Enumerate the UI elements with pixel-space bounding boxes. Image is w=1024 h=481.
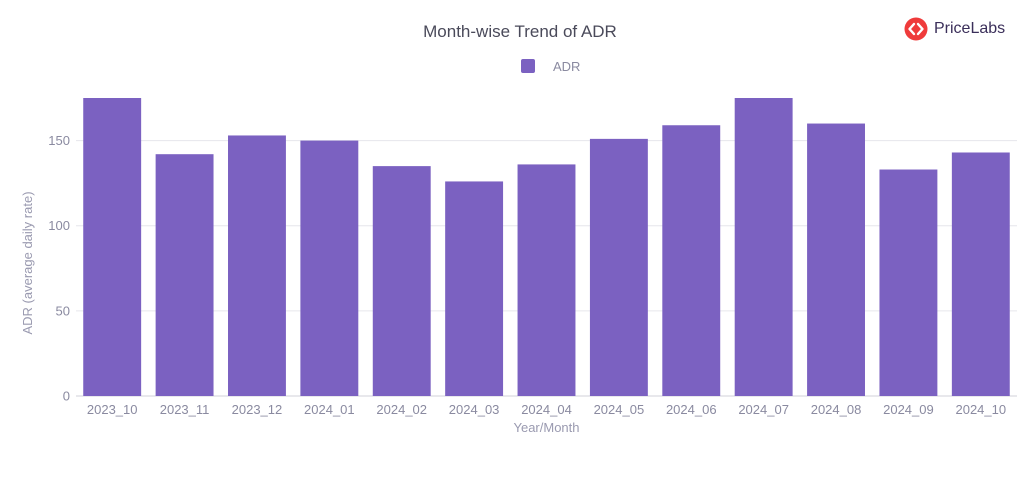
bar[interactable] [734,98,793,396]
y-axis-ticks: 0 50 100 150 [48,133,70,403]
bar[interactable] [517,164,576,396]
bar[interactable] [807,123,865,397]
bar[interactable] [662,125,721,396]
x-tick-label: 2024_02 [376,402,427,417]
x-tick-label: 2024_03 [449,402,500,417]
chart-title: Month-wise Trend of ADR [423,22,617,41]
y-tick-label: 100 [48,218,70,233]
x-tick-label: 2024_06 [666,402,717,417]
brand-name: PriceLabs [934,20,1006,37]
y-tick-label: 0 [63,389,70,404]
x-tick-label: 2023_11 [160,402,210,417]
y-axis-title: ADR (average daily rate) [20,191,35,334]
bar[interactable] [300,140,359,396]
bar[interactable] [228,135,286,396]
bars [83,98,1010,397]
bar[interactable] [155,154,214,396]
x-tick-label: 2024_04 [521,402,572,417]
bar[interactable] [879,169,938,396]
x-axis-ticks: 2023_10 2023_11 2023_12 2024_01 2024_02 2024_… [87,402,1006,417]
x-axis-title: Year/Month [513,420,579,435]
x-tick-label: 2023_10 [87,402,138,417]
legend-swatch-adr [521,59,535,73]
bar[interactable] [445,181,504,396]
x-tick-label: 2024_07 [738,402,789,417]
x-tick-label: 2024_10 [955,402,1006,417]
legend[interactable]: ADR [521,58,580,74]
legend-label-adr: ADR [553,58,581,74]
x-tick-label: 2024_08 [811,402,862,417]
y-tick-label: 150 [48,133,70,148]
brand-logo[interactable]: PriceLabs [904,16,1005,42]
x-tick-label: 2024_05 [594,402,645,417]
bar[interactable] [951,152,1010,396]
x-tick-label: 2024_01 [304,402,355,417]
bar[interactable] [83,98,142,396]
bar[interactable] [589,138,648,396]
y-tick-label: 50 [56,303,70,318]
x-tick-label: 2024_09 [883,402,934,417]
x-tick-label: 2023_12 [232,402,283,417]
bar[interactable] [372,166,431,396]
pricelabs-logo-icon [904,17,928,41]
